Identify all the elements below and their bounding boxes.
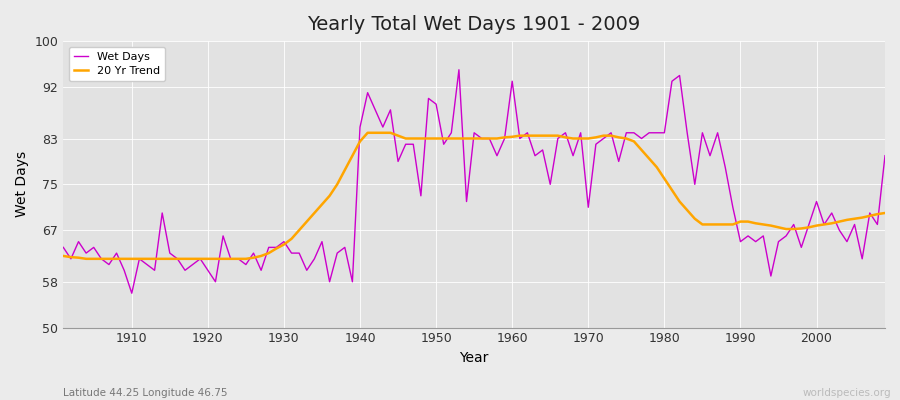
- 20 Yr Trend: [339, 168, 350, 172]
- Text: Latitude 44.25 Longitude 46.75: Latitude 44.25 Longitude 46.75: [63, 388, 228, 398]
- 20 Yr Trend: [613, 135, 624, 140]
- 20 Yr Trend: [879, 210, 890, 215]
- 20 Yr Trend: [515, 133, 526, 138]
- Wet Days: [879, 153, 890, 158]
- 20 Yr Trend: [293, 228, 304, 232]
- Wet Days: [126, 291, 137, 296]
- Wet Days: [515, 136, 526, 141]
- Wet Days: [339, 245, 350, 250]
- Legend: Wet Days, 20 Yr Trend: Wet Days, 20 Yr Trend: [68, 47, 166, 81]
- Wet Days: [58, 245, 68, 250]
- Text: worldspecies.org: worldspecies.org: [803, 388, 891, 398]
- Wet Days: [454, 67, 464, 72]
- Y-axis label: Wet Days: Wet Days: [15, 151, 29, 218]
- 20 Yr Trend: [362, 130, 373, 135]
- 20 Yr Trend: [126, 256, 137, 261]
- Title: Yearly Total Wet Days 1901 - 2009: Yearly Total Wet Days 1901 - 2009: [308, 15, 641, 34]
- 20 Yr Trend: [522, 133, 533, 138]
- Line: 20 Yr Trend: 20 Yr Trend: [63, 133, 885, 259]
- Wet Days: [119, 268, 130, 273]
- Wet Days: [293, 251, 304, 256]
- Line: Wet Days: Wet Days: [63, 70, 885, 293]
- 20 Yr Trend: [58, 254, 68, 258]
- 20 Yr Trend: [81, 256, 92, 261]
- Wet Days: [522, 130, 533, 135]
- Wet Days: [613, 159, 624, 164]
- X-axis label: Year: Year: [460, 351, 489, 365]
